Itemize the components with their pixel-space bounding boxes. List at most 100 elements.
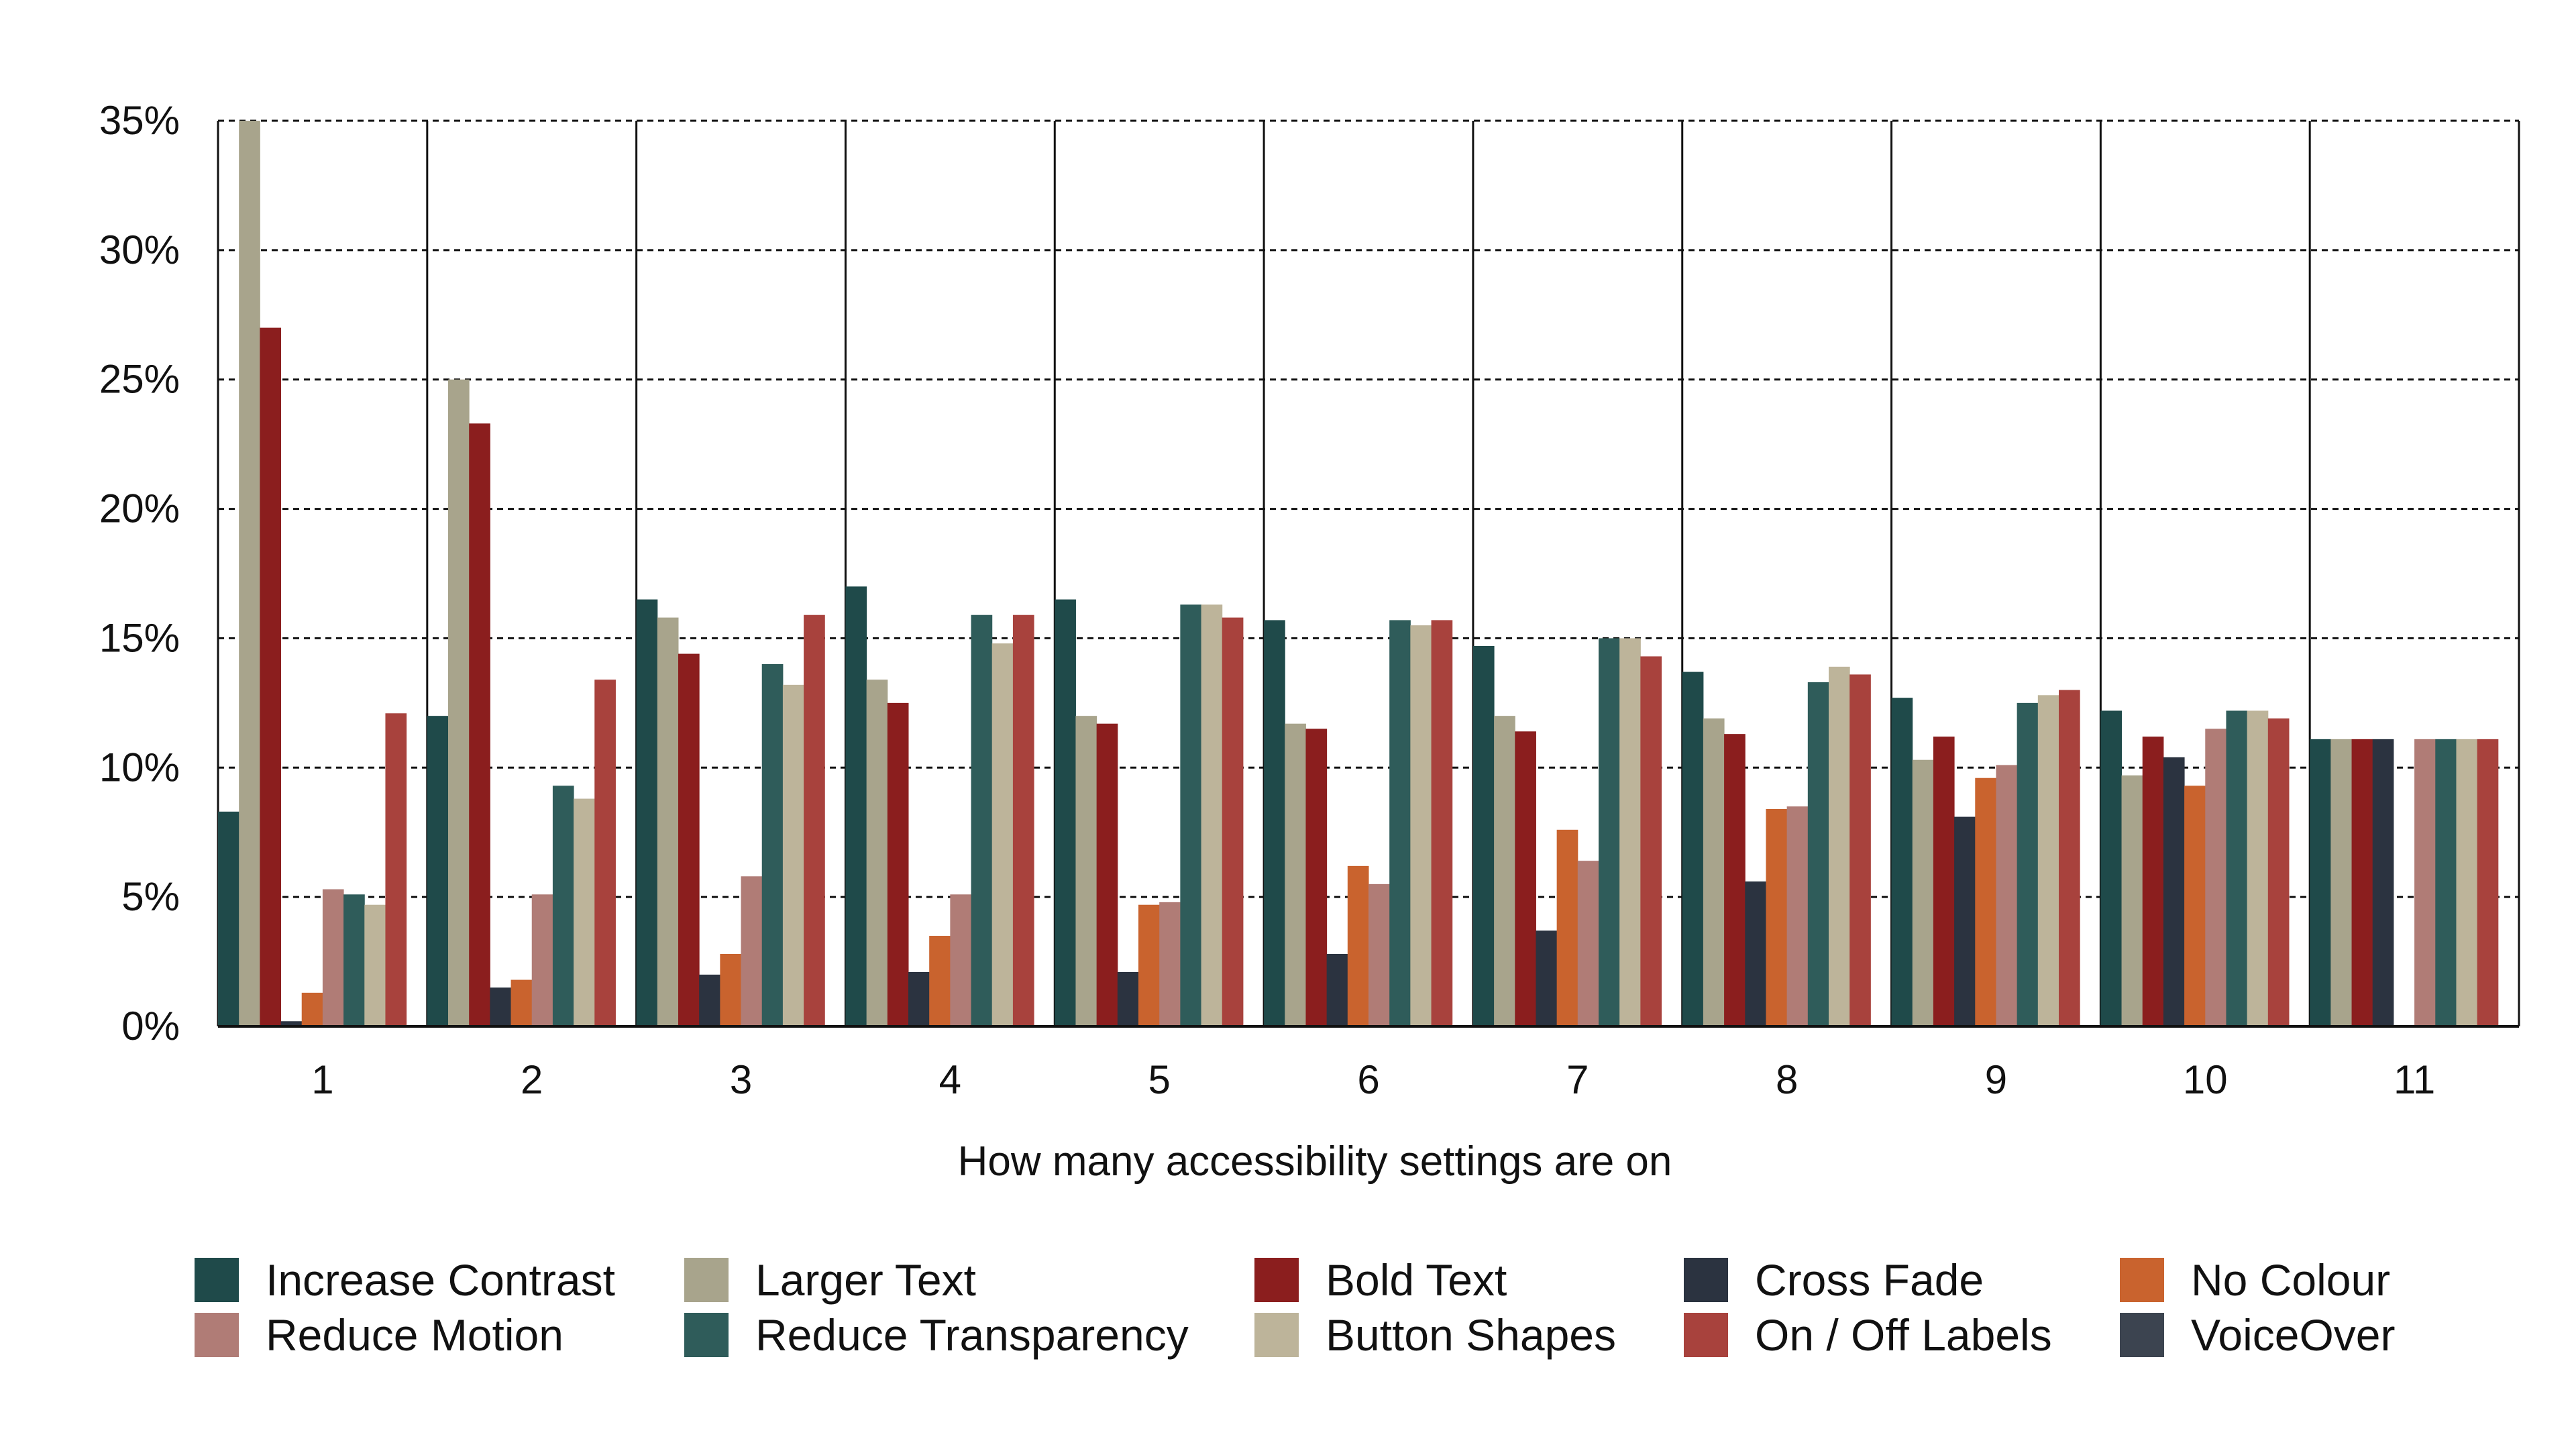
bar bbox=[1766, 809, 1788, 1026]
bar bbox=[1599, 638, 1620, 1026]
legend-swatch bbox=[1684, 1258, 1728, 1302]
bar bbox=[887, 702, 909, 1026]
legend-item: No Colour bbox=[2120, 1253, 2390, 1307]
legend-item: Increase Contrast bbox=[195, 1253, 615, 1307]
bar bbox=[594, 680, 616, 1026]
y-axis-ticks: 0% 5% 10% 15% 20% 25% 30% 35% bbox=[99, 98, 180, 1049]
legend-item: Button Shapes bbox=[1254, 1308, 1616, 1362]
bar bbox=[1891, 698, 1913, 1026]
bar bbox=[1494, 716, 1515, 1026]
bar bbox=[552, 786, 574, 1026]
bar bbox=[782, 684, 804, 1026]
legend-label: Increase Contrast bbox=[266, 1255, 615, 1305]
bar bbox=[2267, 718, 2290, 1026]
bar bbox=[1012, 614, 1034, 1026]
bar bbox=[1933, 737, 1955, 1026]
legend-swatch bbox=[684, 1258, 729, 1302]
y-tick-label: 0% bbox=[121, 1004, 180, 1049]
legend-swatch bbox=[1684, 1313, 1728, 1357]
x-tick-label: 8 bbox=[1776, 1057, 1798, 1102]
legend-item: VoiceOver bbox=[2120, 1308, 2395, 1362]
bar bbox=[1285, 723, 1306, 1026]
x-tick-label: 11 bbox=[2394, 1057, 2435, 1102]
legend-swatch bbox=[2120, 1258, 2164, 1302]
bar bbox=[301, 992, 323, 1026]
bar bbox=[1912, 759, 1934, 1026]
bar bbox=[2142, 737, 2164, 1026]
bar bbox=[239, 121, 260, 1026]
bar bbox=[2456, 739, 2478, 1026]
legend-label: Larger Text bbox=[755, 1255, 976, 1305]
bar bbox=[741, 876, 763, 1026]
bar bbox=[845, 586, 867, 1026]
bar bbox=[1117, 972, 1139, 1026]
legend-swatch bbox=[195, 1258, 239, 1302]
bar bbox=[950, 894, 972, 1026]
bar bbox=[218, 811, 239, 1026]
bar bbox=[385, 713, 407, 1026]
bar bbox=[2435, 739, 2457, 1026]
x-tick-label: 9 bbox=[1985, 1057, 2007, 1102]
bar bbox=[343, 894, 365, 1026]
bar bbox=[761, 664, 784, 1026]
bar bbox=[1786, 806, 1809, 1026]
bar bbox=[1138, 904, 1160, 1026]
legend-swatch bbox=[684, 1313, 729, 1357]
bar bbox=[1577, 861, 1599, 1026]
bar bbox=[2372, 739, 2394, 1026]
bar bbox=[699, 974, 720, 1026]
bar bbox=[1389, 620, 1411, 1026]
bar bbox=[1724, 734, 1746, 1026]
bar bbox=[804, 614, 825, 1026]
legend-swatch bbox=[2120, 1313, 2164, 1357]
bar bbox=[2351, 739, 2373, 1026]
bar bbox=[991, 643, 1014, 1026]
bar bbox=[1829, 666, 1850, 1026]
bar bbox=[636, 599, 658, 1026]
bar bbox=[657, 617, 679, 1026]
x-tick-label: 3 bbox=[730, 1057, 752, 1102]
bar bbox=[1159, 902, 1181, 1026]
x-tick-label: 6 bbox=[1357, 1057, 1379, 1102]
legend-label: Bold Text bbox=[1326, 1255, 1507, 1305]
bar bbox=[1682, 672, 1704, 1026]
x-tick-label: 1 bbox=[311, 1057, 333, 1102]
bar bbox=[720, 954, 742, 1026]
y-tick-label: 25% bbox=[99, 357, 180, 402]
bar bbox=[2226, 710, 2248, 1026]
bar bbox=[322, 889, 344, 1026]
legend-label: Reduce Motion bbox=[266, 1310, 564, 1360]
bar bbox=[2017, 702, 2039, 1026]
bar bbox=[1975, 777, 1996, 1026]
bar bbox=[511, 979, 533, 1026]
bar bbox=[280, 1021, 303, 1026]
bar bbox=[2163, 757, 2185, 1026]
bar bbox=[2205, 729, 2226, 1026]
bar bbox=[1222, 617, 1244, 1026]
legend-item: Cross Fade bbox=[1684, 1253, 1984, 1307]
bar bbox=[531, 894, 553, 1026]
bar bbox=[1619, 638, 1641, 1026]
legend-label: Reduce Transparency bbox=[755, 1310, 1189, 1360]
bar bbox=[574, 798, 595, 1026]
x-tick-label: 7 bbox=[1566, 1057, 1589, 1102]
bar bbox=[2414, 739, 2436, 1026]
legend-item: Bold Text bbox=[1254, 1253, 1507, 1307]
bar bbox=[1954, 816, 1976, 1026]
bar bbox=[1431, 620, 1453, 1026]
bar bbox=[1347, 865, 1369, 1026]
bar bbox=[2059, 690, 2080, 1026]
bar bbox=[1180, 604, 1202, 1026]
legend-label: Button Shapes bbox=[1326, 1310, 1616, 1360]
bar bbox=[1849, 674, 1871, 1026]
bar bbox=[929, 936, 951, 1026]
bar bbox=[1640, 656, 1662, 1026]
bar bbox=[2121, 775, 2143, 1026]
legend: Increase Contrast Larger Text Bold Text Cro… bbox=[195, 1253, 2475, 1374]
y-tick-label: 10% bbox=[99, 745, 180, 790]
y-tick-label: 5% bbox=[121, 874, 180, 919]
legend-swatch bbox=[1254, 1258, 1299, 1302]
bar bbox=[469, 423, 490, 1026]
bar bbox=[1096, 723, 1118, 1026]
legend-label: Cross Fade bbox=[1755, 1255, 1984, 1305]
